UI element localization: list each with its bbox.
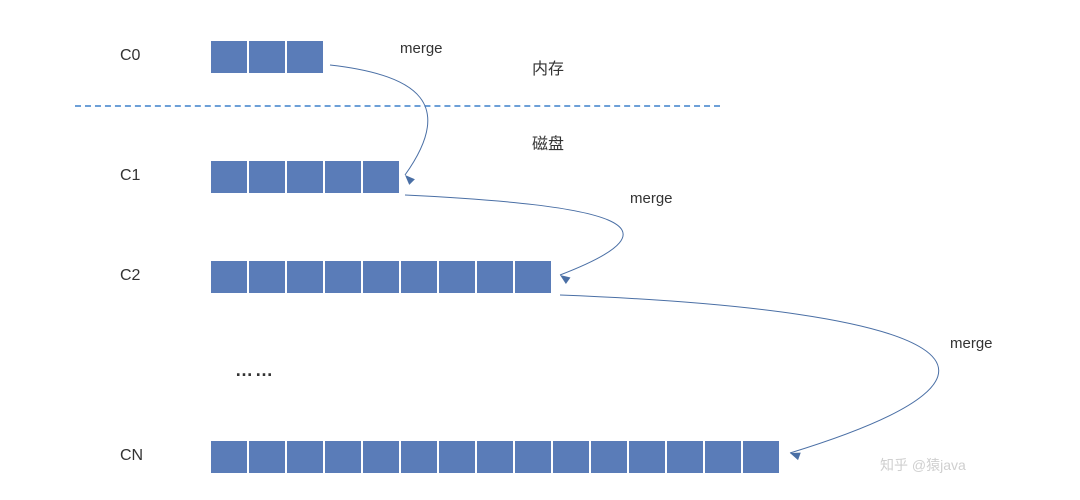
merge-arrowhead-2 [790, 453, 801, 461]
cell [666, 440, 704, 474]
merge-arrowhead-1 [560, 275, 570, 284]
merge-arrow-0 [330, 65, 428, 175]
cell [590, 440, 628, 474]
cell [248, 40, 286, 74]
blocks-CN [210, 440, 780, 474]
cell [248, 260, 286, 294]
row-label-C2: C2 [120, 267, 140, 285]
cell [210, 260, 248, 294]
blocks-C1 [210, 160, 400, 194]
row-label-C1: C1 [120, 167, 140, 185]
ellipsis-label: …… [235, 360, 275, 381]
cell [286, 160, 324, 194]
cell [210, 440, 248, 474]
blocks-C0 [210, 40, 324, 74]
row-label-CN: CN [120, 447, 143, 465]
cell [324, 160, 362, 194]
cell [210, 160, 248, 194]
cell [476, 260, 514, 294]
blocks-C2 [210, 260, 552, 294]
merge-arrowhead-0 [405, 175, 415, 185]
cell [286, 440, 324, 474]
cell [324, 440, 362, 474]
cell [514, 260, 552, 294]
cell [400, 440, 438, 474]
cell [248, 160, 286, 194]
cell [286, 40, 324, 74]
cell [476, 440, 514, 474]
cell [514, 440, 552, 474]
merge-arrow-2 [560, 295, 939, 453]
cell [552, 440, 590, 474]
cell [628, 440, 666, 474]
cell [286, 260, 324, 294]
cell [362, 260, 400, 294]
merge-label-0: merge [400, 40, 443, 57]
cell [362, 440, 400, 474]
cell [324, 260, 362, 294]
diagram-canvas: 内存 磁盘 C0 C1 C2 CN …… merge merge merge 知乎 @… [0, 0, 1080, 500]
cell [400, 260, 438, 294]
row-label-C0: C0 [120, 47, 140, 65]
cell [704, 440, 742, 474]
region-label-disk: 磁盘 [532, 130, 564, 154]
region-label-memory: 内存 [532, 55, 564, 79]
merge-label-2: merge [950, 335, 993, 352]
cell [248, 440, 286, 474]
cell [742, 440, 780, 474]
cell [438, 440, 476, 474]
merge-label-1: merge [630, 190, 673, 207]
cell [362, 160, 400, 194]
cell [210, 40, 248, 74]
cell [438, 260, 476, 294]
watermark-text: 知乎 @猿java [880, 455, 966, 475]
memory-disk-divider [75, 105, 720, 107]
